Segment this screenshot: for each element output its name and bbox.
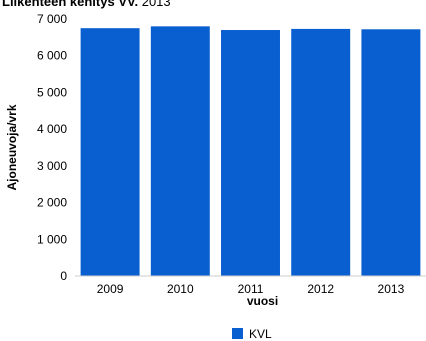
x-tick-label: 2011 — [238, 282, 264, 296]
legend-label-kvl: KVL — [249, 327, 272, 341]
legend: KVL — [232, 327, 272, 341]
bar-2010 — [150, 26, 210, 276]
y-tick-label: 7 000 — [37, 12, 67, 26]
y-tick-label: 0 — [60, 269, 67, 283]
x-tick-label: 2009 — [97, 282, 124, 296]
y-tick-label: 3 000 — [37, 159, 67, 173]
legend-swatch-kvl — [232, 328, 243, 339]
bars — [80, 26, 421, 277]
y-axis-ticks: 0 1 000 2 000 3 000 4 000 5 000 6 000 7 000 — [37, 12, 67, 283]
x-tick-label: 2013 — [378, 282, 405, 296]
y-tick-label: 4 000 — [37, 122, 67, 136]
y-tick-label: 6 000 — [37, 49, 67, 63]
chart-title: Liikenteen kehitys VV. 2013 — [2, 0, 171, 9]
x-axis-title: vuosi — [247, 294, 278, 308]
y-tick-label: 5 000 — [37, 85, 67, 99]
x-tick-label: 2010 — [167, 282, 194, 296]
chart-title-main: Liikenteen kehitys VV. — [2, 0, 139, 9]
chart-title-year: 2013 — [141, 0, 171, 9]
y-axis-title: Ajoneuvoja/vrk — [5, 104, 19, 190]
x-axis-ticks: 2009 2010 2011 2012 2013 — [97, 282, 405, 296]
y-tick-label: 1 000 — [37, 232, 67, 246]
x-tick-label: 2012 — [307, 282, 334, 296]
bar-2009 — [80, 28, 140, 276]
bar-2012 — [291, 28, 351, 276]
y-tick-label: 2 000 — [37, 196, 67, 210]
bar-2011 — [221, 30, 280, 277]
bar-2013 — [361, 29, 421, 277]
